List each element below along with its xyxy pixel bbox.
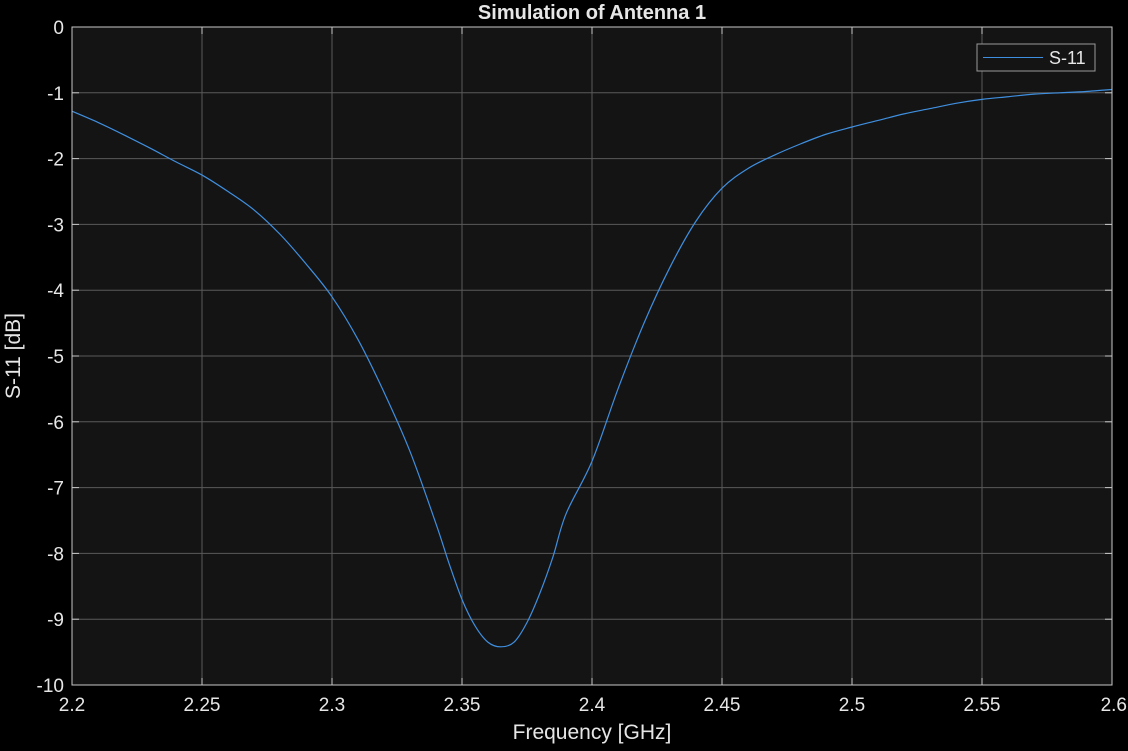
x-tick-label: 2.45 bbox=[704, 695, 741, 716]
x-axis-label: Frequency [GHz] bbox=[513, 721, 672, 744]
x-tick-label: 2.3 bbox=[319, 695, 345, 716]
y-tick-label: -7 bbox=[47, 479, 64, 500]
y-tick-label: -5 bbox=[47, 347, 64, 368]
x-tick-label: 2.2 bbox=[59, 695, 85, 716]
x-tick-label: 2.5 bbox=[839, 695, 865, 716]
y-tick-label: -4 bbox=[47, 281, 64, 302]
y-tick-label: -2 bbox=[47, 150, 64, 171]
y-tick-label: -3 bbox=[47, 215, 64, 236]
x-tick-label: 2.25 bbox=[184, 695, 221, 716]
x-tick-label: 2.55 bbox=[964, 695, 1001, 716]
legend: S-11 bbox=[976, 43, 1096, 72]
y-tick-label: -8 bbox=[47, 544, 64, 565]
x-tick-label: 2.6 bbox=[1101, 695, 1127, 716]
y-axis-label: S-11 [dB] bbox=[2, 313, 25, 399]
x-tick-label: 2.35 bbox=[444, 695, 481, 716]
y-tick-label: -10 bbox=[37, 676, 64, 697]
y-tick-label: -6 bbox=[47, 413, 64, 434]
x-tick-label: 2.4 bbox=[579, 695, 606, 716]
y-tick-label: -9 bbox=[47, 610, 64, 631]
legend-label-s-11: S-11 bbox=[1049, 48, 1086, 68]
y-tick-label: 0 bbox=[53, 18, 64, 39]
series-line-s-11 bbox=[71, 88, 1113, 648]
y-tick-label: -1 bbox=[47, 84, 64, 105]
chart-title: Simulation of Antenna 1 bbox=[478, 2, 706, 24]
tick-labels: 2.2 2.25 2.3 2.35 2.4 2.45 2.5 2.55 2.6 0 -1 -2 -3 -4… bbox=[37, 18, 1127, 716]
series-layer bbox=[71, 88, 1113, 648]
